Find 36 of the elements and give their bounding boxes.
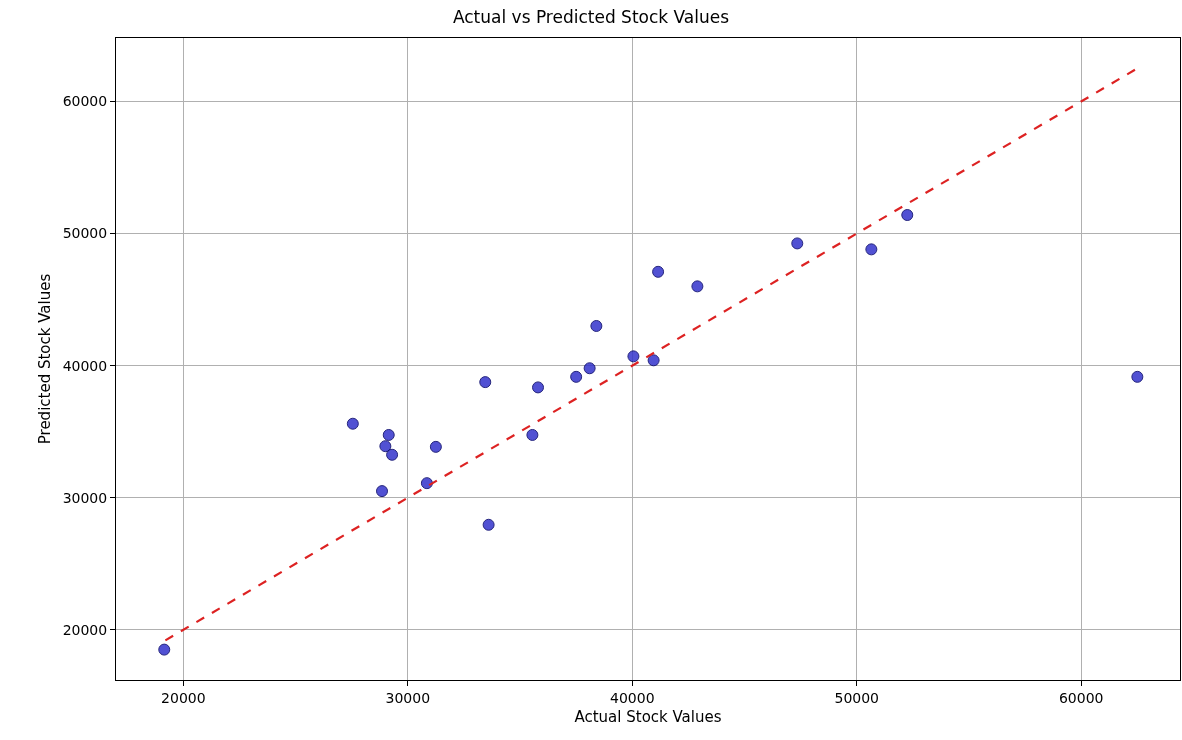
point <box>627 350 640 363</box>
point <box>482 518 495 531</box>
point <box>158 643 171 656</box>
point <box>526 428 539 441</box>
y-axis-title: Predicted Stock Values <box>35 273 54 445</box>
point <box>532 381 545 394</box>
point <box>865 243 878 256</box>
point <box>379 440 392 453</box>
point <box>420 477 433 490</box>
point <box>647 354 660 367</box>
point <box>429 440 442 453</box>
x-tick-label: 50000 <box>834 689 880 706</box>
x-tick-label: 30000 <box>385 689 431 706</box>
point <box>691 280 704 293</box>
y-tick-label: 50000 <box>62 225 108 242</box>
point <box>652 265 665 278</box>
y-tick-label: 60000 <box>62 93 108 110</box>
point <box>583 362 596 375</box>
y-tick-label: 40000 <box>62 357 108 374</box>
point <box>901 209 914 222</box>
x-tick-label: 40000 <box>610 689 655 706</box>
point <box>570 370 583 383</box>
point <box>382 428 395 441</box>
x-axis-title: Actual Stock Values <box>574 707 722 726</box>
point <box>386 448 399 461</box>
y-tick-label: 20000 <box>62 621 108 638</box>
chart-title: Actual vs Predicted Stock Values <box>452 7 730 27</box>
x-tick-label: 60000 <box>1058 689 1104 706</box>
point <box>376 485 388 498</box>
x-tick-label: 20000 <box>161 689 206 706</box>
y-tick-label: 30000 <box>62 489 108 506</box>
point <box>346 417 359 430</box>
point <box>479 376 492 389</box>
point <box>1131 370 1144 383</box>
point <box>590 319 603 332</box>
point <box>791 237 804 250</box>
